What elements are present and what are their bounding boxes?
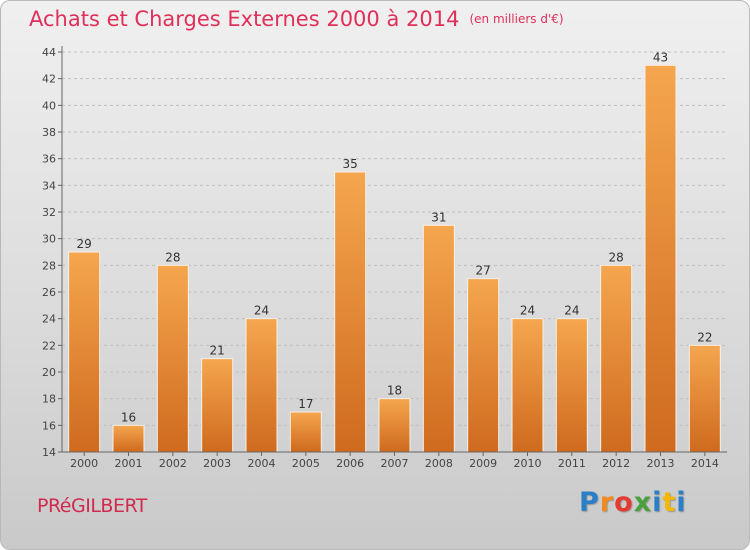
bars [68,64,721,453]
chart-title-text: Achats et Charges Externes 2000 à 2014 [29,7,460,31]
x-tick-label: 2012 [602,457,630,470]
bar-value-label: 21 [210,344,225,358]
bar-value-label: 17 [298,397,313,411]
logo-letter: i [676,487,687,518]
bar-2013 [644,64,677,453]
bar-2011 [555,318,588,453]
bar-2008 [422,224,455,453]
y-tick-label: 18 [42,393,56,406]
y-tick-label: 34 [42,179,56,192]
proxiti-logo: Proxiti [579,487,687,518]
x-tick-label: 2002 [159,457,187,470]
y-tick-label: 28 [42,259,56,272]
bar-value-label: 31 [431,210,446,224]
bar-value-label: 29 [77,237,92,251]
logo-letter: i [652,487,663,518]
x-tick-label: 2010 [514,457,542,470]
y-tick-label: 36 [42,153,56,166]
y-tick-label: 26 [42,286,56,299]
bar-value-label: 24 [254,304,269,318]
bar-2009 [467,278,500,453]
bar-2005 [289,411,322,453]
x-tick-label: 2001 [115,457,143,470]
bar-2004 [245,318,278,453]
chart-title: Achats et Charges Externes 2000 à 2014 (e… [29,7,564,31]
y-tick-label: 38 [42,126,56,139]
bar-value-label: 43 [653,50,668,64]
bar-2012 [600,264,633,453]
y-tick-label: 14 [42,446,56,459]
logo-letter: t [662,487,677,518]
bar-2002 [156,264,189,453]
labels: 14 16 18 20 22 24 26 28 30 32 34 36 38 40 42 44 29 2000 16… [42,46,719,470]
bar-2010 [511,318,544,453]
bar-value-label: 28 [165,250,180,264]
logo-letter: P [579,487,600,518]
x-tick-label: 2006 [336,457,364,470]
y-tick-label: 20 [42,366,56,379]
x-tick-label: 2007 [381,457,409,470]
y-tick-label: 40 [42,99,56,112]
x-tick-label: 2000 [70,457,98,470]
bar-value-label: 24 [564,304,579,318]
bar-2000 [68,251,101,453]
y-tick-label: 30 [42,233,56,246]
x-tick-label: 2014 [691,457,719,470]
axes [58,46,727,456]
bar-2001 [112,424,145,453]
bar-value-label: 16 [121,410,136,424]
bar-value-label: 28 [609,250,624,264]
chart-subtitle: (en milliers d'€) [469,12,564,26]
bar-value-label: 27 [476,264,491,278]
y-tick-label: 44 [42,46,56,59]
bar-2003 [201,358,234,453]
y-tick-label: 22 [42,339,56,352]
x-tick-label: 2011 [558,457,586,470]
bar-value-label: 24 [520,304,535,318]
x-tick-label: 2009 [469,457,497,470]
x-tick-label: 2003 [203,457,231,470]
commune-name: PRéGILBERT [37,495,147,517]
x-tick-label: 2013 [647,457,675,470]
logo-letter: o [614,487,634,518]
bar-value-label: 18 [387,384,402,398]
bar-2006 [334,171,367,453]
bar-2007 [378,398,411,453]
y-tick-label: 16 [42,419,56,432]
bar-value-label: 35 [343,157,358,171]
x-tick-label: 2004 [248,457,276,470]
x-tick-label: 2005 [292,457,320,470]
bar-value-label: 22 [697,330,712,344]
x-tick-label: 2008 [425,457,453,470]
logo-letter: r [599,487,615,518]
y-tick-label: 32 [42,206,56,219]
bar-2014 [688,344,721,453]
y-tick-label: 42 [42,73,56,86]
y-tick-label: 24 [42,313,56,326]
logo-letter: x [633,487,653,518]
